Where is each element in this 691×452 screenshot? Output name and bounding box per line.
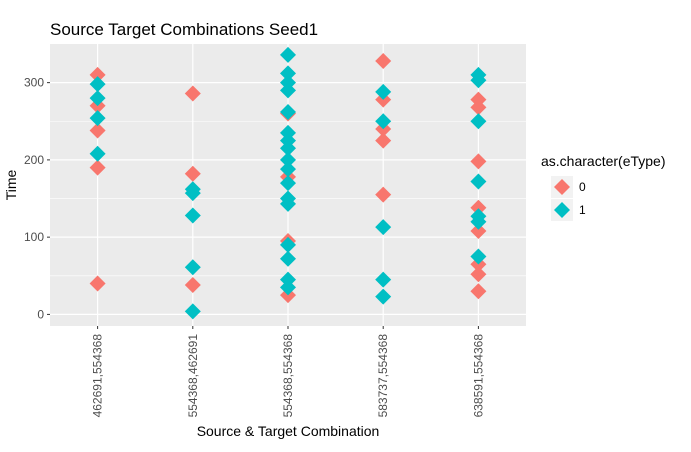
x-axis-ticks: 462691,554368 554368,462691 554368,554368 5…: [91, 326, 485, 418]
legend: as.character(eType) 01: [541, 153, 666, 221]
data-point-etype-1: [89, 145, 106, 162]
y-tick-label: 100: [24, 230, 44, 244]
data-point-etype-0: [470, 266, 487, 283]
data-point-etype-1: [184, 259, 201, 276]
data-point-etype-1: [280, 151, 296, 168]
data-points: [89, 46, 487, 320]
data-point-etype-0: [470, 283, 487, 300]
legend-title: as.character(eType): [541, 153, 666, 169]
data-point-etype-0: [184, 165, 201, 182]
data-point-etype-1: [470, 173, 487, 190]
legend-key-1: [554, 202, 570, 218]
data-point-etype-1: [470, 72, 487, 89]
y-tick-label: 0: [37, 307, 44, 321]
data-point-etype-0: [89, 66, 106, 83]
legend-key-0: [554, 179, 570, 195]
data-point-etype-0: [375, 52, 392, 69]
y-tick-label: 200: [24, 153, 44, 167]
data-point-etype-1: [89, 110, 106, 127]
data-point-etype-1: [375, 113, 392, 130]
data-point-etype-1: [280, 140, 296, 157]
legend-label-0: 0: [579, 180, 586, 194]
data-point-etype-1: [375, 219, 392, 236]
y-axis-ticks: 0 100 200 300: [24, 76, 50, 321]
data-point-etype-1: [280, 279, 296, 296]
data-point-etype-0: [89, 159, 106, 176]
x-tick-label: 462691,554368: [91, 334, 105, 418]
x-tick-label: 554368,554368: [281, 334, 295, 418]
data-point-etype-1: [470, 248, 487, 265]
data-point-etype-1: [280, 236, 296, 253]
data-point-etype-1: [375, 83, 392, 100]
data-point-etype-0: [470, 153, 487, 170]
y-axis-title: Time: [3, 169, 19, 200]
data-point-etype-0: [184, 277, 201, 294]
data-point-etype-1: [375, 288, 392, 305]
data-point-etype-1: [280, 161, 296, 178]
data-point-etype-1: [89, 76, 106, 93]
data-point-etype-1: [470, 213, 487, 230]
chart-title: Source Target Combinations Seed1: [50, 20, 318, 39]
data-point-etype-1: [89, 90, 106, 107]
data-point-etype-1: [280, 103, 296, 120]
data-point-etype-0: [89, 122, 106, 139]
x-tick-label: 638591,554368: [471, 334, 485, 418]
data-point-etype-1: [280, 175, 296, 192]
legend-items: 01: [551, 176, 586, 221]
x-tick-label: 554368,462691: [186, 334, 200, 418]
data-point-etype-1: [280, 82, 296, 99]
x-axis-title: Source & Target Combination: [197, 423, 380, 439]
legend-label-1: 1: [579, 203, 586, 217]
data-point-etype-1: [184, 207, 201, 224]
data-point-etype-0: [470, 222, 487, 239]
data-point-etype-1: [375, 271, 392, 288]
data-point-etype-1: [184, 185, 201, 202]
data-point-etype-1: [280, 195, 296, 212]
data-point-etype-0: [470, 199, 487, 216]
data-point-etype-1: [280, 46, 296, 63]
data-point-etype-1: [184, 303, 201, 320]
data-point-etype-1: [470, 113, 487, 130]
data-point-etype-0: [375, 186, 392, 203]
data-point-etype-1: [280, 65, 296, 82]
x-tick-label: 583737,554368: [376, 334, 390, 418]
data-point-etype-0: [89, 275, 106, 292]
data-point-etype-0: [375, 132, 392, 149]
data-point-etype-0: [184, 85, 201, 102]
data-point-etype-0: [470, 99, 487, 116]
y-tick-label: 300: [24, 76, 44, 90]
data-point-etype-1: [280, 250, 296, 267]
